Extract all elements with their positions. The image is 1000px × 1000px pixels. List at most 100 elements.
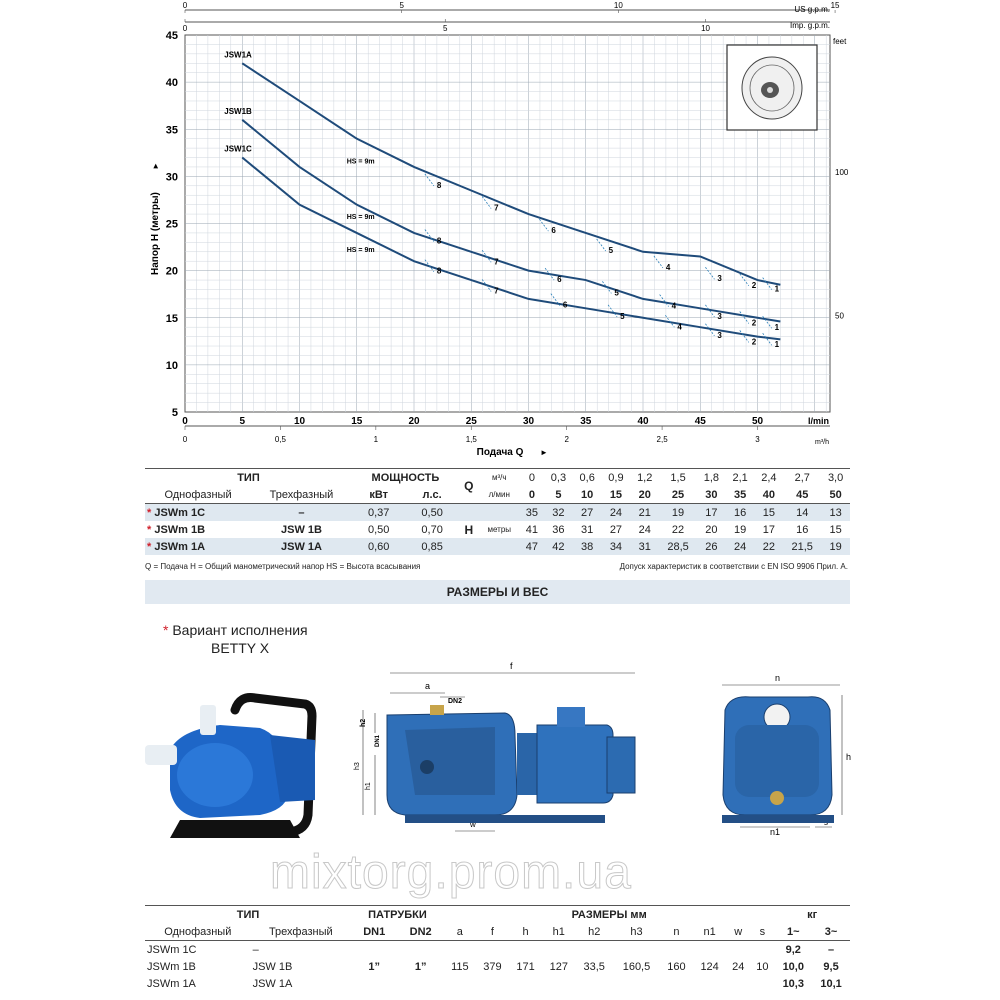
dim-col-header: h1 xyxy=(552,925,565,938)
empty-cell xyxy=(693,975,726,992)
head-value: 19 xyxy=(671,506,685,519)
annotation-label: 1 xyxy=(775,285,780,294)
us-gpm-label: US g.p.m. xyxy=(794,5,830,14)
model-star: * xyxy=(147,506,152,519)
x-tick-label: 25 xyxy=(466,416,478,427)
lmin-10: 50 xyxy=(829,488,842,501)
dim-row: JSWm 1C – 9,2 – xyxy=(145,941,850,959)
annotation-label: 4 xyxy=(666,263,671,272)
annotation-label: 6 xyxy=(563,301,568,310)
empty-cell xyxy=(726,975,750,992)
annotation-leader xyxy=(607,304,618,318)
dim-column-row: Однофазный Трехфазный DN1 DN2 a f h h1 h2 h3 n n1… xyxy=(145,923,850,941)
annotation-label: 8 xyxy=(437,237,442,246)
dim-col-header: h3 xyxy=(630,925,643,938)
variant-star: * xyxy=(163,622,169,638)
y-tick-label: 45 xyxy=(166,30,178,42)
annotation-leader xyxy=(653,255,664,269)
us-gpm-tick-label: 0 xyxy=(183,1,188,10)
impeller-ring xyxy=(749,64,795,112)
inlet-fitting xyxy=(145,745,177,765)
annotation-label: HS = 9m xyxy=(347,214,375,221)
dim-three-phase-header: Трехфазный xyxy=(268,925,333,938)
us-gpm-tick-label: 10 xyxy=(614,1,623,10)
head-value: 13 xyxy=(829,506,842,519)
x-tick-label: 20 xyxy=(408,416,420,427)
dim-col-header: h xyxy=(522,925,529,938)
side-bracket xyxy=(517,733,537,795)
hp-header: л.с. xyxy=(422,488,442,501)
head-value: 24 xyxy=(638,523,651,536)
head-value: 15 xyxy=(829,523,842,536)
side-casing-panel xyxy=(405,727,495,795)
annotation-label: 8 xyxy=(437,181,442,190)
dim-col-header: DN1 xyxy=(363,925,386,938)
m3h-4: 1,2 xyxy=(637,471,653,484)
dim-a: a xyxy=(425,681,430,691)
head-value: 24 xyxy=(734,540,747,553)
annotation-label: 8 xyxy=(437,267,442,276)
perf-model-single: * JSWm 1B xyxy=(147,523,206,536)
perf-model-three: JSW 1B xyxy=(281,523,322,536)
side-terminal-box xyxy=(557,707,585,727)
head-value: 19 xyxy=(829,540,842,553)
y-tick-label: 20 xyxy=(166,266,178,278)
dim-w: w xyxy=(469,820,476,829)
lmin-2: 10 xyxy=(581,488,594,501)
x-axis-arrow: ► xyxy=(540,448,548,457)
dimensions-table: ТИП ПАТРУБКИ РАЗМЕРЫ мм кг Однофазный Тр… xyxy=(145,905,850,992)
annotation-leader xyxy=(705,304,715,318)
m3h-1: 0,3 xyxy=(550,471,567,484)
dim-col-header: 3~ xyxy=(824,925,838,938)
lmin-3: 15 xyxy=(609,488,623,501)
imp-gpm-label: Imp. g.p.m. xyxy=(790,21,830,30)
head-value: 17 xyxy=(762,523,776,536)
annotation-leader xyxy=(705,323,715,337)
imp-gpm-tick-label: 10 xyxy=(701,24,710,33)
annotation-leader xyxy=(544,267,555,281)
annotation-label: 3 xyxy=(717,312,722,321)
head-value: 20 xyxy=(705,523,718,536)
type-header: ТИП xyxy=(237,471,260,484)
empty-cell xyxy=(613,975,660,992)
head-value: 19 xyxy=(734,523,747,536)
annotation-leader xyxy=(481,279,492,292)
annotation-leader xyxy=(424,259,435,272)
side-base xyxy=(405,815,605,823)
dim-model-three: – xyxy=(252,943,259,956)
curve-jsw1c xyxy=(241,156,781,341)
dim-h1: h1 xyxy=(365,782,372,790)
annotation-leader xyxy=(739,273,750,287)
series-label-jsw1a: JSW1A xyxy=(224,50,252,59)
dim-value: 124 xyxy=(700,960,719,973)
x-tick-label: 45 xyxy=(695,416,707,427)
watermark: mixtorg.prom.ua xyxy=(270,846,632,900)
weight-1ph: 10,3 xyxy=(782,977,804,990)
empty-cell xyxy=(575,975,613,992)
perf-hp: 0,85 xyxy=(421,540,443,553)
dim-col-header: 1~ xyxy=(787,925,800,938)
carry-frame xyxy=(230,693,317,837)
empty-cell xyxy=(750,975,774,992)
dim-col-header: s xyxy=(759,925,766,938)
head-value: 41 xyxy=(525,523,539,536)
y-tick-label: 25 xyxy=(166,219,178,231)
variant-caption: * Вариант исполнения BETTY X xyxy=(163,621,308,657)
series-label-jsw1c: JSW1C xyxy=(224,145,252,154)
head-value: 35 xyxy=(525,506,539,519)
lmin-8: 40 xyxy=(762,488,776,501)
perf-hp: 0,70 xyxy=(421,523,443,536)
annotation-label: HS = 9m xyxy=(347,247,375,254)
annotation-leader xyxy=(481,250,492,263)
m3h-6: 1,8 xyxy=(703,471,720,484)
head-value: 34 xyxy=(609,540,623,553)
m3h-5: 1,5 xyxy=(670,471,686,484)
ports-header: ПАТРУБКИ xyxy=(368,908,427,921)
annotation-label: 3 xyxy=(717,274,722,283)
annotation-leader xyxy=(665,315,675,328)
dim-col-header: n xyxy=(673,925,680,938)
m3h-tick-label: 2 xyxy=(564,435,569,444)
dim-value: 115 xyxy=(451,960,469,973)
curve-jsw1a xyxy=(241,62,781,286)
